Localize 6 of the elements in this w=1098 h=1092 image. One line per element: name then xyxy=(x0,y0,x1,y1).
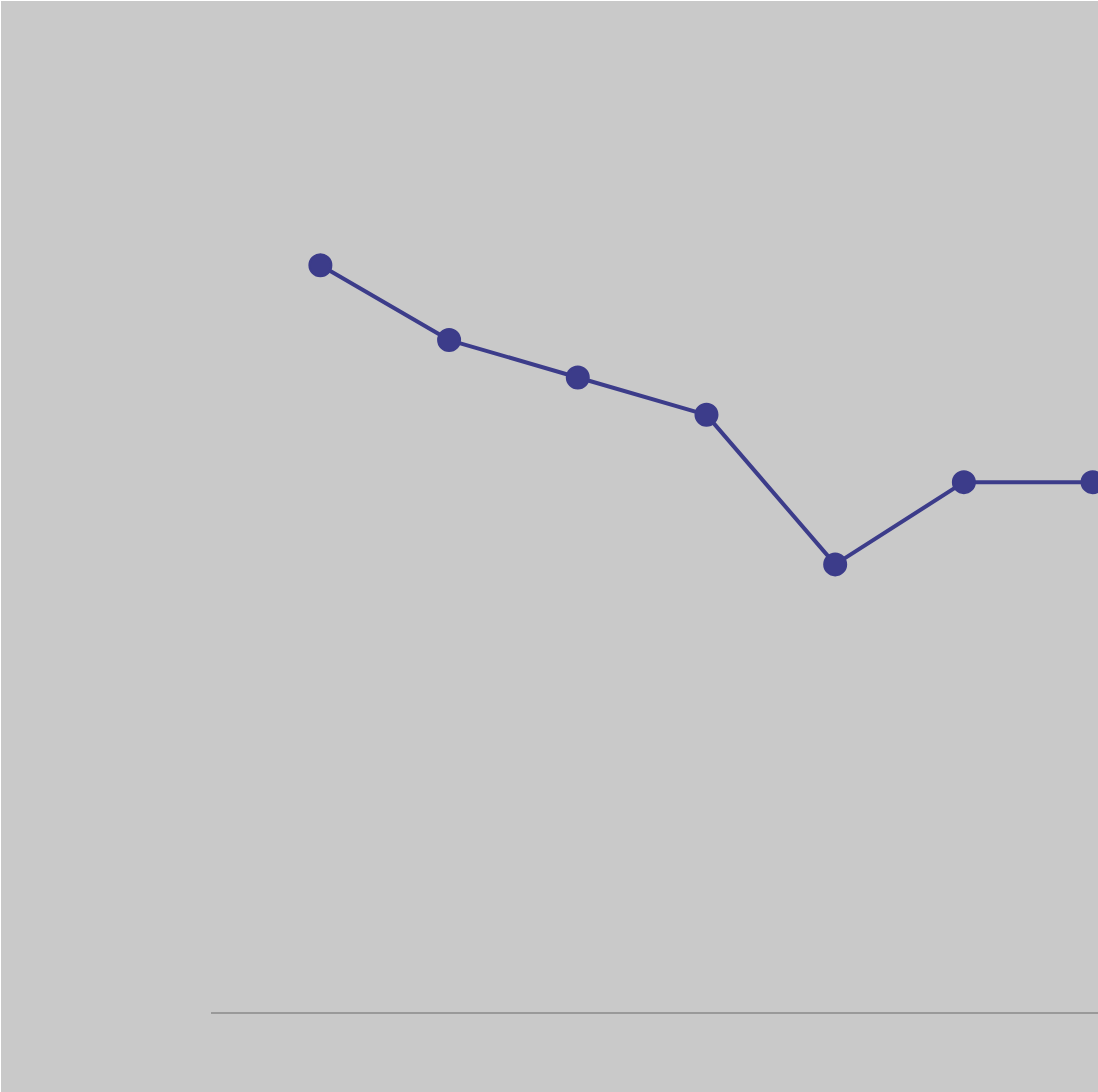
point xyxy=(565,365,590,390)
point xyxy=(437,328,462,353)
point xyxy=(823,552,848,577)
point xyxy=(308,253,333,278)
point xyxy=(951,470,976,495)
point xyxy=(694,402,719,427)
